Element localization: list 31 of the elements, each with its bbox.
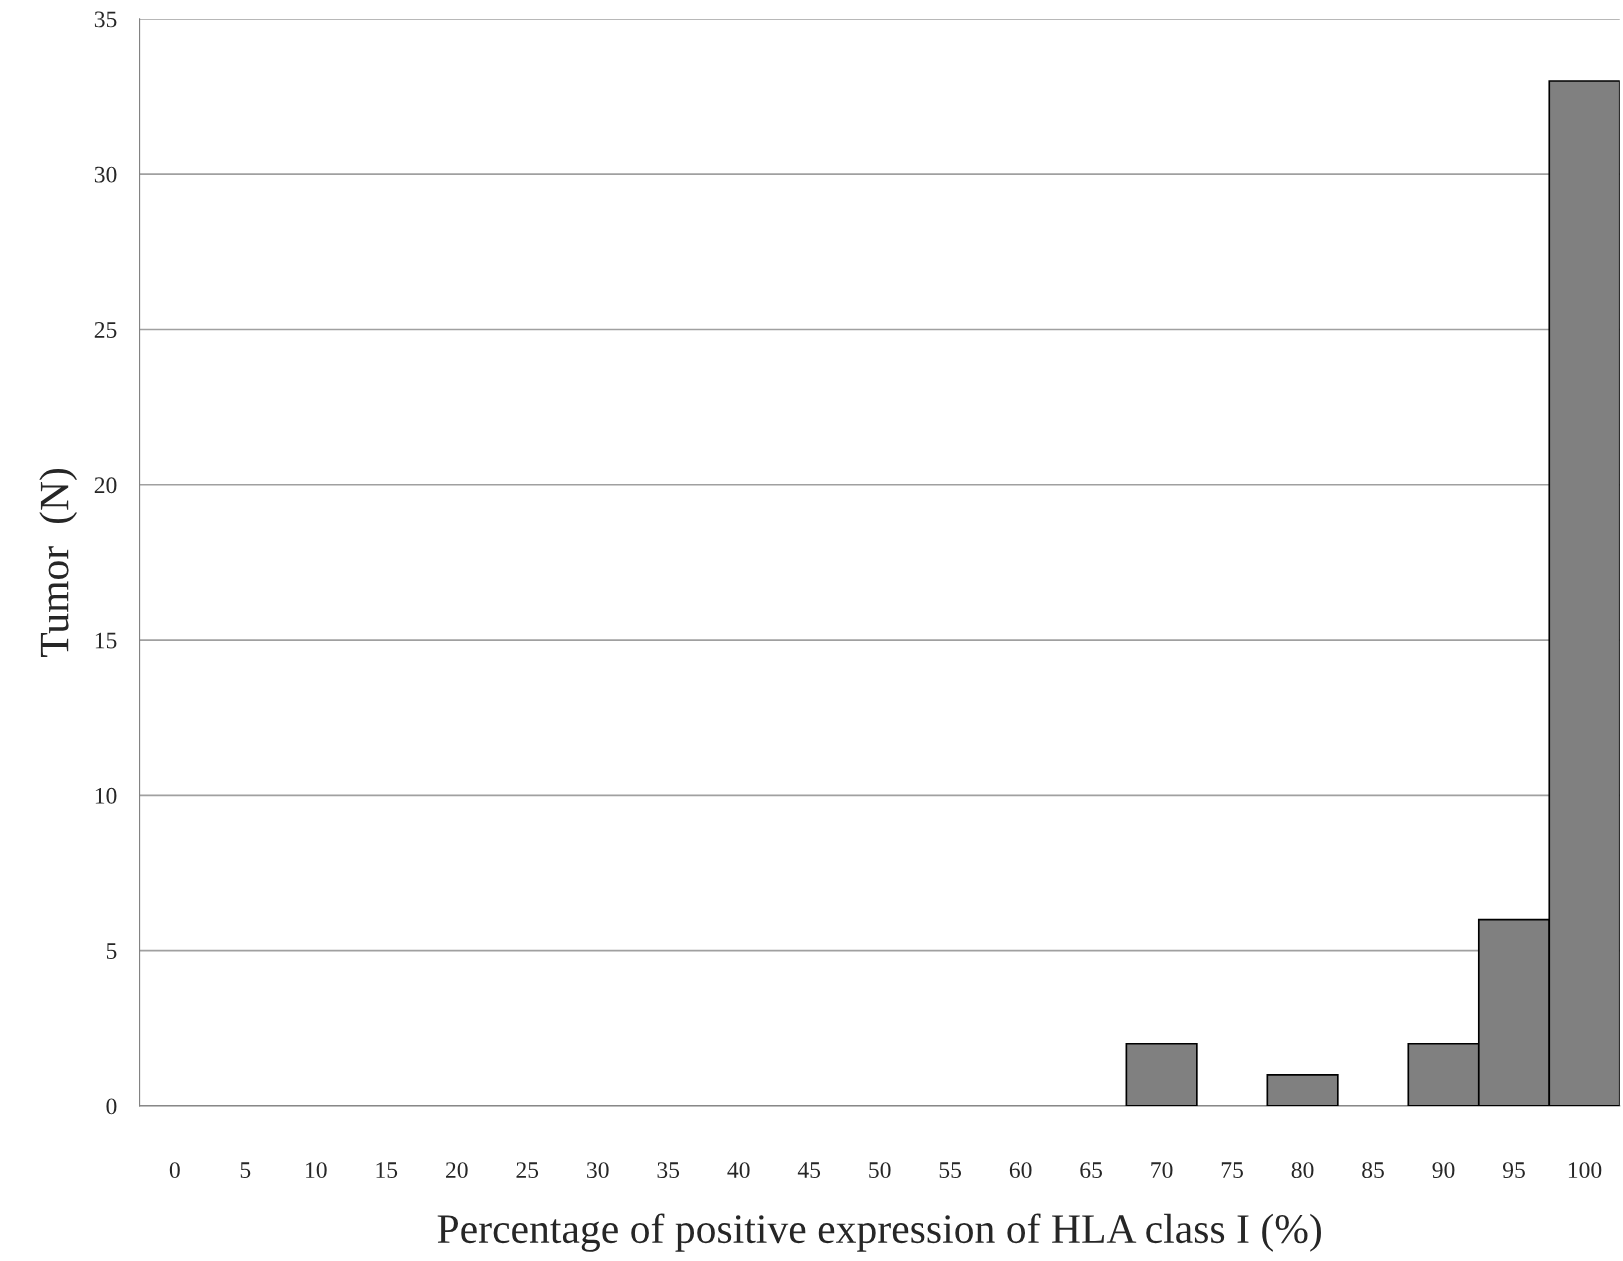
x-tick-label: 20 [445,1162,468,1179]
y-tick-label: 10 [95,787,117,804]
x-tick-label: 15 [376,1162,398,1179]
x-tick-label: 25 [516,1162,539,1179]
x-tick-label: 60 [1009,1162,1032,1179]
x-tick-label: 80 [1291,1162,1314,1179]
x-tick-label: 95 [1502,1162,1525,1179]
y-tick-label: 5 [106,943,117,960]
x-tick-label: 40 [727,1162,750,1179]
x-tick-label: 5 [240,1162,251,1179]
x-tick-label: 0 [169,1162,180,1179]
x-tick-label: 65 [1080,1162,1102,1179]
y-tick-label: 15 [95,632,117,649]
y-tick-label: 30 [94,166,117,183]
x-tick-label: 85 [1362,1162,1384,1179]
x-tick-label: 35 [657,1162,680,1179]
y-tick-label: 0 [106,1098,117,1115]
x-axis-title: Percentage of positive expression of HLA class I (%) [437,1213,1321,1252]
x-tick-label: 50 [869,1162,891,1179]
y-tick-label: 20 [94,477,117,494]
x-tick-label: 100 [1568,1162,1602,1179]
x-tick-label: 90 [1432,1162,1455,1179]
x-tick-label: 10 [306,1162,327,1179]
x-tick-label: 75 [1221,1162,1243,1179]
x-tick-label: 30 [587,1162,609,1179]
y-tick-label: 25 [94,322,117,338]
x-tick-label: 70 [1151,1162,1173,1179]
x-tick-label: 55 [939,1162,962,1179]
y-axis-title: Tumor (N) [39,468,78,657]
y-tick-label: 35 [94,11,117,28]
x-tick-label: 45 [797,1162,821,1179]
